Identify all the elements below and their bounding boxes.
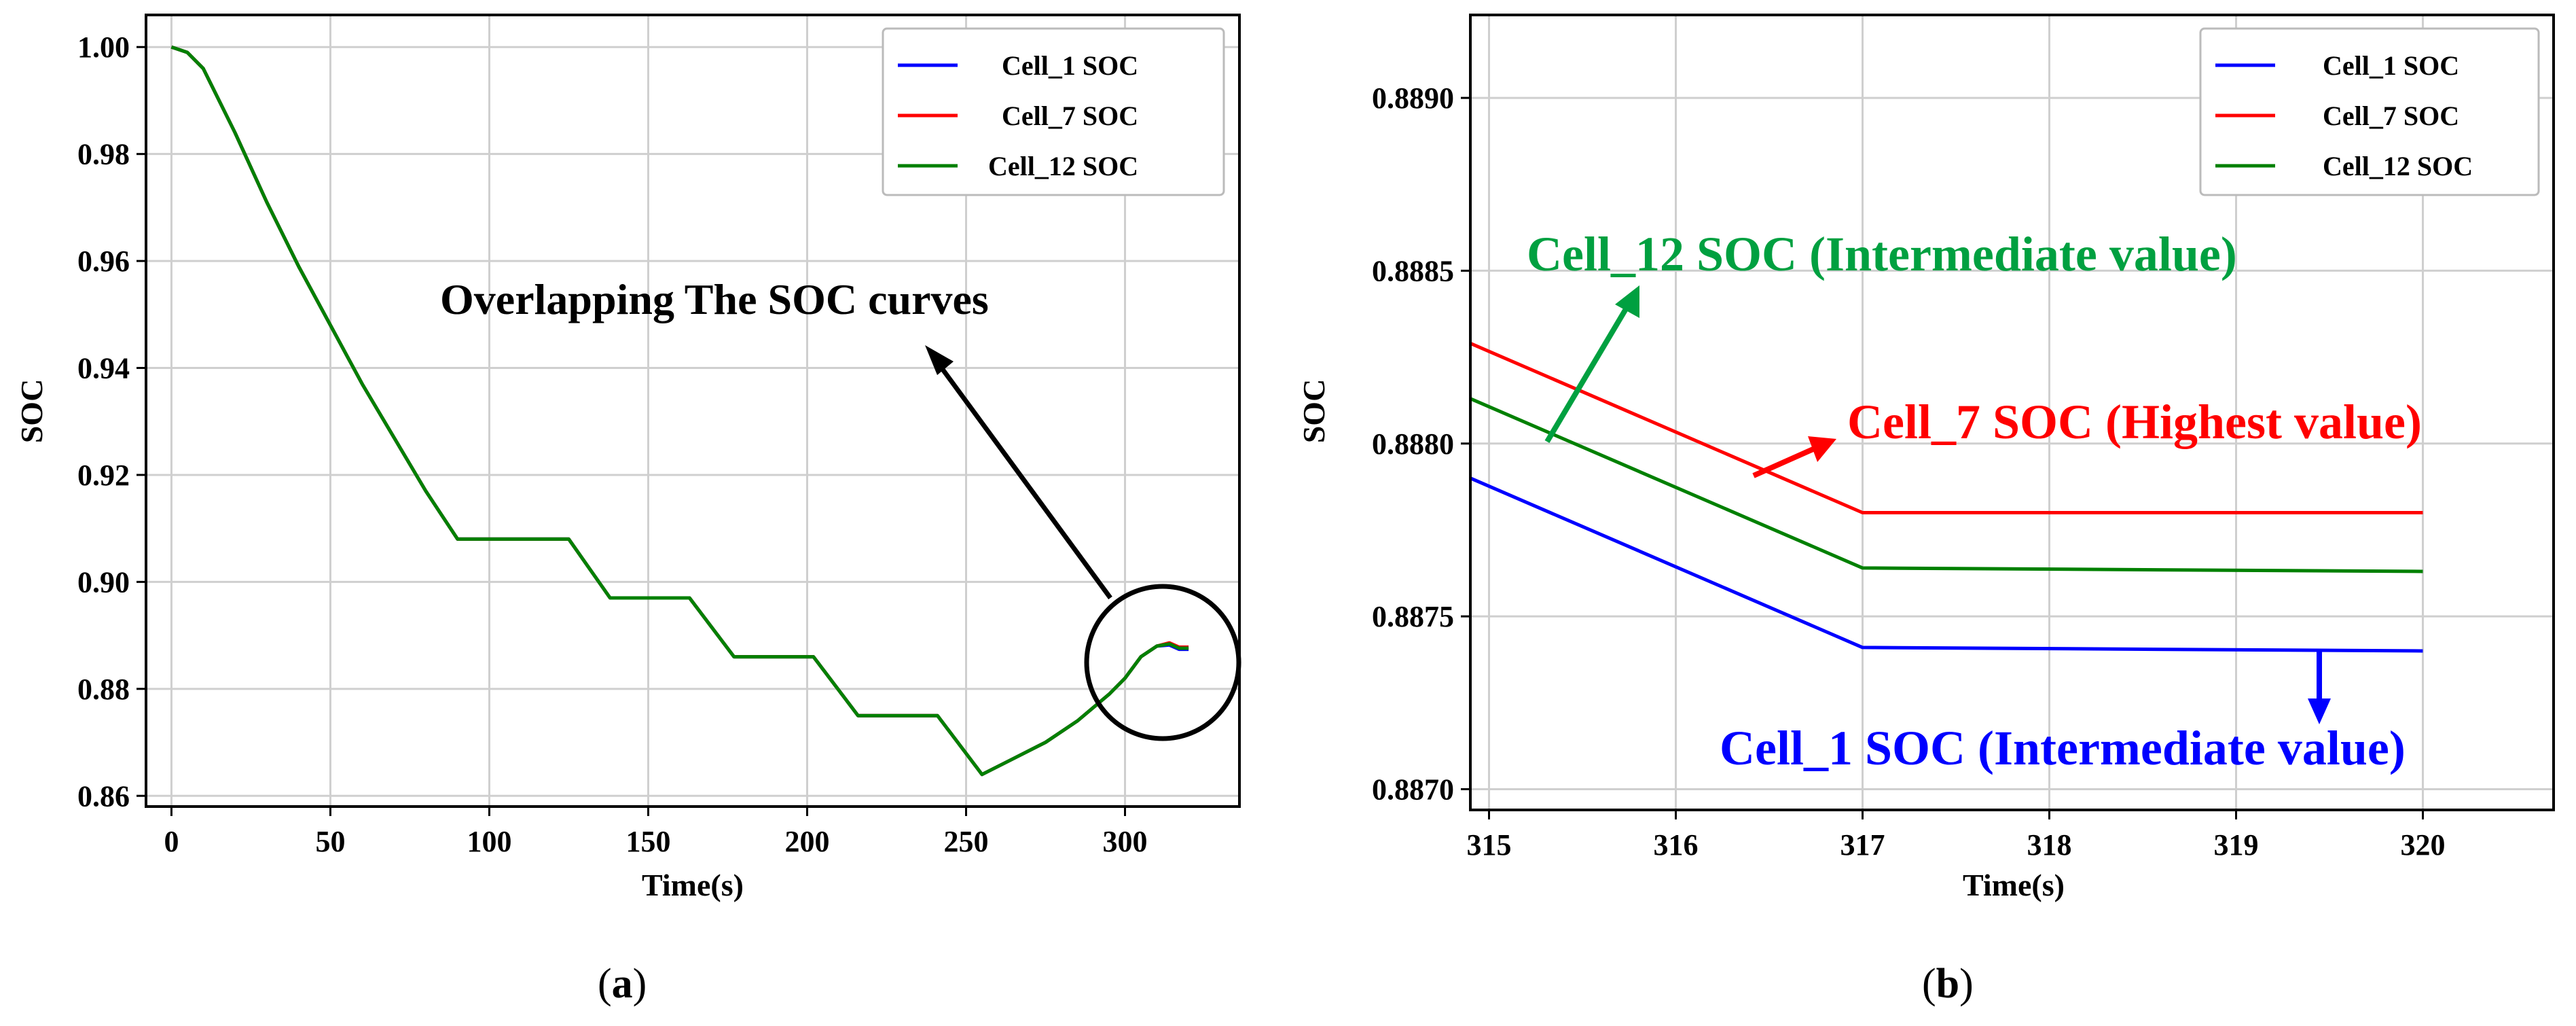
- y-tick-label: 0.8870: [1372, 773, 1454, 806]
- x-tick-label: 320: [2401, 828, 2446, 862]
- panel-a: 0 50 100 150 200 250 300 0.860.880.900.920.940…: [14, 14, 1241, 1007]
- caption-a: (a): [598, 961, 647, 1007]
- series-lines-b: [1470, 342, 2423, 653]
- x-axis-label-a: Time(s): [642, 868, 744, 902]
- annotation-overlap-text: Overlapping The SOC curves: [440, 275, 989, 323]
- annotation-overlap-arrow: [934, 358, 1112, 600]
- annotation-cell1-text: Cell_1 SOC (Intermediate value): [1720, 721, 2406, 775]
- y-ticks-a: 0.86 0.88 0.90 0.92 0.94 0.96 0.98 1.00: [77, 31, 146, 813]
- legend-label-cell12-a: Cell_12 SOC: [988, 151, 1138, 181]
- legend-label-cell7-b: Cell_7 SOC: [2323, 101, 2459, 131]
- grid-a: [146, 15, 1239, 807]
- y-tick-label: 0.8885: [1372, 254, 1454, 287]
- legend-a: Cell_1 SOC Cell_7 SOC Cell_12 SOC: [882, 27, 1225, 196]
- annotation-cell12-arrow: [1544, 302, 1631, 444]
- x-tick-label: 300: [1103, 825, 1148, 858]
- panel-b: 315 316 317 318 319 320 0.88700.88750.88800.8…: [1296, 14, 2555, 1007]
- series-lines-a: [170, 45, 1189, 777]
- x-tick-label: 0: [164, 825, 179, 858]
- legend-label-cell7-a: Cell_7 SOC: [1002, 101, 1138, 131]
- annotation-cell1-arrowhead: [2308, 698, 2331, 724]
- series-line-cell-12-soc: [170, 45, 1189, 777]
- annotation-cell7-arrow: [1752, 446, 1816, 478]
- y-tick-label: 0.86: [77, 779, 130, 813]
- y-axis-label-b: SOC: [1296, 379, 1331, 444]
- plot-frame-b: [1469, 14, 2555, 811]
- y-tick-label: 0.92: [77, 459, 130, 492]
- legend-b: Cell_1 SOC Cell_7 SOC Cell_12 SOC: [2199, 27, 2540, 196]
- overlap-highlight-circle: [1084, 584, 1241, 741]
- legend-box-b: [2199, 27, 2540, 196]
- legend-box-a: [882, 27, 1225, 196]
- caption-b: (b): [1922, 961, 1974, 1007]
- y-tick-label: 0.94: [77, 352, 130, 385]
- y-tick-label: 1.00: [77, 31, 130, 64]
- plot-frame-a: [145, 14, 1241, 808]
- annotation-overlap-arrowhead: [925, 345, 954, 375]
- x-tick-label: 150: [625, 825, 670, 858]
- x-tick-label: 100: [467, 825, 511, 858]
- y-tick-label: 0.90: [77, 565, 130, 599]
- y-tick-label: 0.88: [77, 673, 130, 706]
- x-ticks-a: 0 50 100 150 200 250 300: [164, 807, 1148, 858]
- annotation-cell7-arrowhead: [1808, 436, 1836, 462]
- y-axis-label-a: SOC: [14, 379, 49, 444]
- y-tick-label: 0.8880: [1372, 427, 1454, 461]
- annotation-cell7-text: Cell_7 SOC (Highest value): [1847, 395, 2422, 449]
- y-ticks-b: 0.8870 0.8875 0.8880 0.8885 0.8890: [1372, 82, 1470, 806]
- series-line-cell-1-soc: [1470, 476, 2423, 653]
- legend-label-cell12-b: Cell_12 SOC: [2323, 151, 2473, 181]
- series-line-cell-7-soc: [1470, 342, 2423, 514]
- y-tick-label: 0.98: [77, 138, 130, 171]
- y-tick-label: 0.8875: [1372, 600, 1454, 633]
- x-tick-label: 315: [1467, 828, 1512, 862]
- annotation-cell12-arrowhead: [1615, 285, 1639, 318]
- x-tick-label: 317: [1840, 828, 1885, 862]
- x-tick-label: 319: [2214, 828, 2259, 862]
- x-ticks-b: 315 316 317 318 319 320: [1467, 810, 2446, 862]
- series-line-cell-12-soc: [1470, 397, 2423, 573]
- x-tick-label: 200: [784, 825, 829, 858]
- annotation-cell12-text: Cell_12 SOC (Intermediate value): [1527, 227, 2237, 281]
- x-axis-label-b: Time(s): [1963, 868, 2065, 902]
- x-tick-label: 318: [2027, 828, 2072, 862]
- y-tick-label: 0.8890: [1372, 82, 1454, 115]
- y-tick-label: 0.96: [77, 245, 130, 278]
- legend-label-cell1-b: Cell_1 SOC: [2323, 50, 2459, 81]
- x-tick-label: 250: [944, 825, 989, 858]
- legend-label-cell1-a: Cell_1 SOC: [1002, 50, 1138, 81]
- x-tick-label: 50: [315, 825, 345, 858]
- x-tick-label: 316: [1654, 828, 1699, 862]
